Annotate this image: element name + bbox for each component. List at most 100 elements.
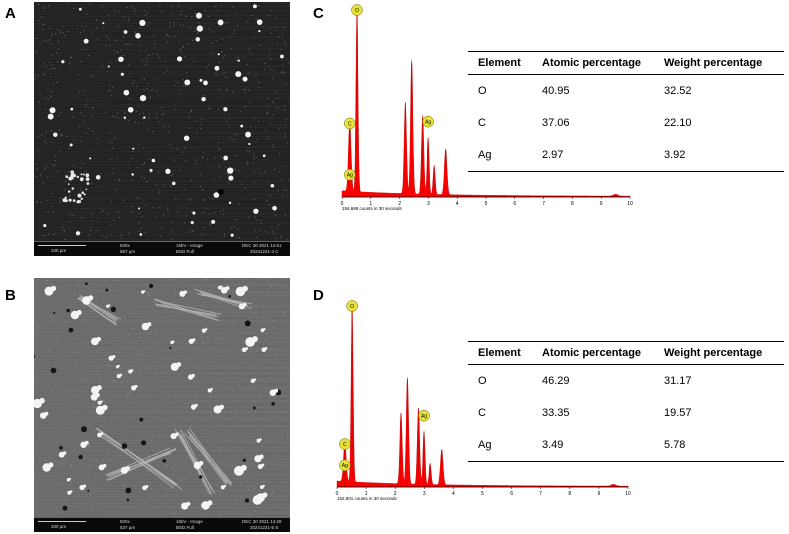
header-element: Element: [468, 341, 542, 365]
sem-image-a: 100 µm 500x 557 µm 15kV - Image BSD Full…: [34, 2, 290, 256]
table-row: Ag 2.97 3.92: [468, 139, 784, 172]
element-cell: C: [478, 117, 486, 129]
x-tick-label: 8: [568, 491, 571, 497]
element-cell: C: [478, 407, 486, 419]
weight-cell: 22.10: [664, 117, 692, 129]
atomic-cell: 46.29: [542, 375, 570, 387]
x-tick-label: 9: [600, 201, 603, 207]
x-tick-label: 10: [625, 491, 631, 497]
weight-cell: 19.57: [664, 407, 692, 419]
hfw-a: 557 µm: [120, 249, 136, 254]
table-header-row: Element Atomic percentage Weight percent…: [468, 51, 784, 75]
x-tick-label: 4: [452, 491, 455, 497]
peak-label-marker: [344, 168, 356, 181]
date-a: DEC 30 2021 14:51: [242, 243, 282, 248]
peak-label: Ag: [342, 463, 348, 469]
header-element: Element: [468, 51, 542, 75]
magnification-b: 500x: [120, 519, 130, 524]
weight-cell: 5.78: [664, 429, 784, 462]
header-weight: Weight percentage: [664, 51, 784, 75]
element-cell: Ag: [468, 429, 542, 462]
composition-table-d: Element Atomic percentage Weight percent…: [468, 341, 784, 462]
x-tick-label: 7: [539, 491, 542, 497]
peak-label: O: [350, 304, 354, 310]
composition-table-c: Element Atomic percentage Weight percent…: [468, 51, 784, 172]
peak-label: C: [348, 121, 352, 127]
eds-chart-c: 0 1 2 3 4 5 6 7 8 9 10 O C Ag Ag 156,688 counts in 30 …: [341, 4, 633, 211]
table-row: Ag 3.49 5.78: [468, 429, 784, 462]
x-tick-label: 10: [627, 201, 633, 207]
x-tick-label: 1: [365, 491, 368, 497]
weight-cell: 31.17: [664, 375, 692, 387]
atomic-cell: 3.49: [542, 429, 664, 462]
sem-info-bar-a: 100 µm 500x 557 µm 15kV - Image BSD Full…: [34, 241, 290, 256]
spectrum-area: [341, 13, 631, 198]
peak-label-marker: [422, 115, 434, 128]
sample-id-b: 20241221-5 S: [250, 525, 279, 530]
scale-bar-b: [38, 518, 86, 522]
table-row: O 46.29 31.17: [468, 365, 784, 398]
x-tick-label: 6: [513, 201, 516, 207]
panel-letter-d: D: [313, 287, 324, 304]
peak-label: Ag: [421, 414, 427, 420]
sem-micrograph-b: [34, 278, 290, 518]
table-row: C 37.06 22.10: [468, 107, 784, 139]
detector-b: BSD Full: [176, 525, 194, 530]
peak-label-marker: [346, 300, 358, 312]
detector-a: BSD Full: [176, 249, 194, 254]
atomic-cell: 40.95: [542, 85, 570, 97]
voltage-a: 15kV - Image: [176, 243, 203, 248]
scale-bar-a: [38, 242, 86, 246]
eds-chart-d: 0 1 2 3 4 5 6 7 8 9 10 O C Ag Ag 152,901 counts in 30 …: [336, 300, 631, 501]
peak-label-marker: [339, 459, 351, 472]
table-header-row: Element Atomic percentage Weight percent…: [468, 341, 784, 365]
table-row: O 40.95 32.52: [468, 75, 784, 108]
sem-image-b: 100 µm 500x 537 µm 15kV - Image BSD Full…: [34, 278, 290, 532]
x-tick-label: 6: [510, 491, 513, 497]
counts-label-d: 152,901 counts in 30 seconds: [337, 496, 398, 501]
sem-info-bar-b: 100 µm 500x 537 µm 15kV - Image BSD Full…: [34, 517, 290, 532]
panel-letter-b: B: [5, 287, 16, 304]
x-tick-label: 2: [394, 491, 397, 497]
voltage-b: 15kV - Image: [176, 519, 203, 524]
element-cell: O: [478, 85, 487, 97]
header-atomic: Atomic percentage: [542, 341, 664, 365]
eds-spectrum-c: 0 1 2 3 4 5 6 7 8 9 10 O C Ag Ag 156,688 counts in 30 …: [330, 2, 660, 217]
weight-cell: 3.92: [664, 139, 784, 172]
magnification-a: 500x: [120, 243, 130, 248]
x-tick-label: 9: [598, 491, 601, 497]
peak-label-marker: [344, 117, 356, 130]
element-cell: O: [478, 375, 487, 387]
x-tick-label: 5: [485, 201, 488, 207]
date-b: DEC 30 2021 14:28: [242, 519, 282, 524]
sample-id-a: 20241221-4 C: [250, 249, 279, 254]
x-tick-label: 0: [336, 491, 339, 497]
peak-label: Ag: [347, 173, 353, 179]
panel-letter-c: C: [313, 5, 324, 22]
peak-label-marker: [418, 409, 430, 422]
atomic-cell: 33.35: [542, 407, 570, 419]
sem-micrograph-a: [34, 2, 290, 242]
weight-cell: 32.52: [664, 85, 692, 97]
peak-label-marker: [339, 438, 351, 450]
hfw-b: 537 µm: [120, 525, 136, 530]
peak-label: O: [355, 8, 359, 14]
x-tick-label: 3: [427, 201, 430, 207]
element-cell: Ag: [468, 139, 542, 172]
eds-plot-area-d: 0 1 2 3 4 5 6 7 8 9 10 O C Ag Ag: [336, 300, 631, 497]
atomic-cell: 37.06: [542, 117, 570, 129]
counts-label-c: 156,688 counts in 30 seconds: [342, 206, 403, 211]
spectrum-area: [336, 309, 629, 488]
eds-spectrum-d: 0 1 2 3 4 5 6 7 8 9 10 O C Ag Ag 152,901 counts in 30 …: [325, 298, 655, 513]
x-tick-label: 8: [571, 201, 574, 207]
x-tick-label: 5: [481, 491, 484, 497]
header-weight: Weight percentage: [664, 341, 784, 365]
x-tick-label: 0: [341, 201, 344, 207]
x-tick-label: 1: [369, 201, 372, 207]
peak-label-marker: [351, 4, 363, 16]
eds-plot-area-c: 0 1 2 3 4 5 6 7 8 9 10 O C Ag Ag: [341, 4, 633, 207]
x-tick-label: 4: [456, 201, 459, 207]
header-atomic: Atomic percentage: [542, 51, 664, 75]
scale-label-a: 100 µm: [51, 248, 67, 253]
x-tick-label: 7: [542, 201, 545, 207]
